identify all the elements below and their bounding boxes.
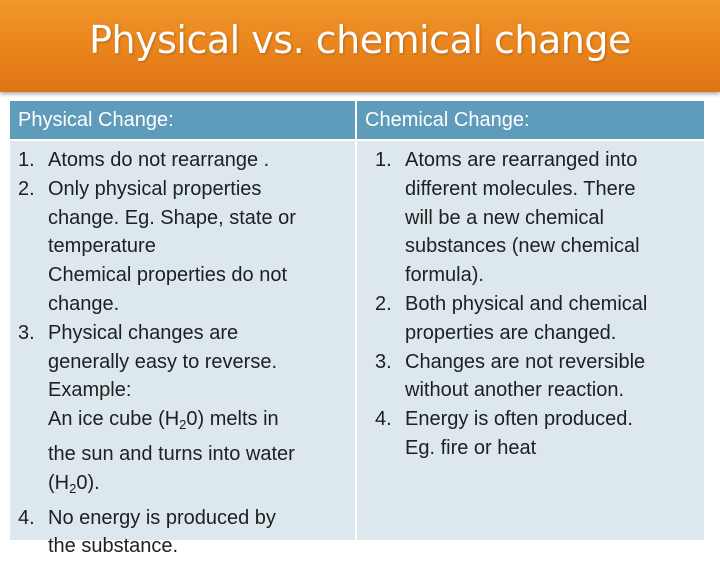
example-text: An ice cube (H20) melts in (48, 405, 355, 440)
example-text: (H20). (48, 469, 355, 504)
item-text: Example: (48, 379, 132, 402)
header-row-divider (10, 139, 704, 141)
comparison-table: Physical Change: Chemical Change: 1. Ato… (10, 101, 705, 557)
list-item: 4. No energy is produced by the substanc… (18, 504, 355, 561)
chemical-change-list: 1. Atoms are rearranged into different m… (375, 146, 705, 463)
slide-title: Physical vs. chemical change (89, 18, 631, 62)
subscript: 2 (179, 417, 187, 433)
item-number: 1. (18, 149, 35, 171)
item-text: Only physical properties (48, 177, 262, 200)
item-text: Both physical and chemical (405, 292, 648, 315)
list-item: 3. Changes are not reversible without an… (375, 348, 705, 406)
item-text: Atoms do not rearrange . (48, 149, 270, 171)
physical-change-list: 1. Atoms do not rearrange . 2. Only phys… (18, 146, 355, 561)
item-text: change. Eg. Shape, state or (48, 206, 296, 229)
item-number: 1. (375, 149, 392, 171)
item-text: substances (new chemical (405, 235, 640, 258)
item-number: 3. (375, 350, 392, 373)
item-text: generally easy to reverse. (48, 350, 278, 373)
example-text-part: 0). (76, 471, 100, 494)
item-text: Eg. fire or heat (405, 436, 537, 459)
example-text-part: An ice cube (H (48, 408, 180, 431)
item-text: change. (48, 292, 120, 315)
subscript: 2 (69, 480, 77, 496)
item-text: Chemical properties do not (48, 264, 288, 287)
item-text: properties are changed. (405, 321, 617, 344)
item-text: different molecules. There (405, 177, 636, 200)
item-number: 2. (375, 292, 392, 315)
list-item: 4. Energy is often produced. Eg. fire or… (375, 405, 705, 463)
item-number: 2. (18, 177, 35, 200)
item-text: Energy is often produced. (405, 408, 633, 431)
example-text-part: 0) melts in (186, 408, 279, 431)
example-text: the sun and turns into water (48, 442, 295, 465)
item-text: Physical changes are (48, 321, 239, 344)
item-number: 4. (375, 408, 392, 431)
list-item: 2. Only physical properties change. Eg. … (18, 175, 355, 319)
title-bar: Physical vs. chemical change (0, 0, 720, 92)
chemical-change-header: Chemical Change: (357, 101, 704, 139)
item-text: Changes are not reversible (405, 350, 646, 373)
item-text: temperature (48, 235, 156, 258)
list-item: 2. Both physical and chemical properties… (375, 290, 705, 348)
item-text: without another reaction. (405, 379, 625, 402)
column-divider (355, 101, 357, 540)
item-text: the substance. (48, 535, 179, 558)
item-text: formula). (405, 264, 484, 287)
item-number: 3. (18, 321, 35, 344)
item-number: 4. (18, 506, 35, 529)
item-text: Atoms are rearranged into (405, 149, 638, 171)
example-text-part: (H (48, 471, 70, 494)
list-item: 3. Physical changes are generally easy t… (18, 319, 355, 504)
physical-change-header: Physical Change: (10, 101, 355, 139)
item-text: No energy is produced by (48, 506, 276, 529)
list-item: 1. Atoms are rearranged into different m… (375, 146, 705, 290)
item-text: will be a new chemical (405, 206, 604, 229)
list-item: 1. Atoms do not rearrange . (18, 146, 355, 175)
